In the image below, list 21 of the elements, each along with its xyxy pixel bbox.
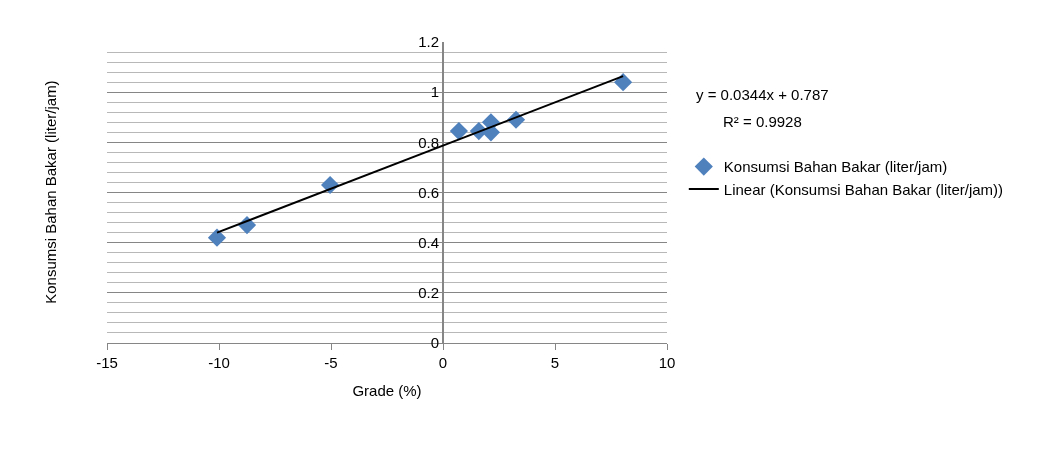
y-tick-label: 0 — [430, 334, 439, 352]
text: R² = 0.9928 — [723, 113, 802, 130]
x-axis-title: Grade (%) — [352, 382, 422, 399]
point — [449, 121, 468, 141]
legend-label: Linear (Konsumsi Bahan Bakar (liter/jam)) — [723, 180, 1004, 198]
x-tick-label: -5 — [324, 354, 338, 371]
y-tick-label: 0.8 — [418, 133, 439, 151]
y-axis-title: Konsumsi Bahan Bakar (liter/jam) — [41, 80, 59, 304]
point — [207, 228, 227, 247]
x-tick-label: -15 — [96, 354, 118, 371]
x-tick-label: 5 — [550, 354, 560, 371]
x-tick-label: -10 — [208, 354, 230, 371]
y-tick-label: 1.2 — [418, 33, 439, 51]
point — [614, 73, 633, 92]
text: y = 0.0344x + 0.787 — [696, 86, 829, 103]
y-tick-label: 0.6 — [418, 183, 439, 201]
x-tick-label: 10 — [658, 354, 676, 371]
y-tick-label: 1 — [430, 83, 439, 101]
y-tick-label: 0.4 — [418, 233, 439, 251]
y-tick-label: 0.2 — [418, 284, 439, 302]
legend-label: Konsumsi Bahan Bakar (liter/jam) — [723, 158, 948, 176]
